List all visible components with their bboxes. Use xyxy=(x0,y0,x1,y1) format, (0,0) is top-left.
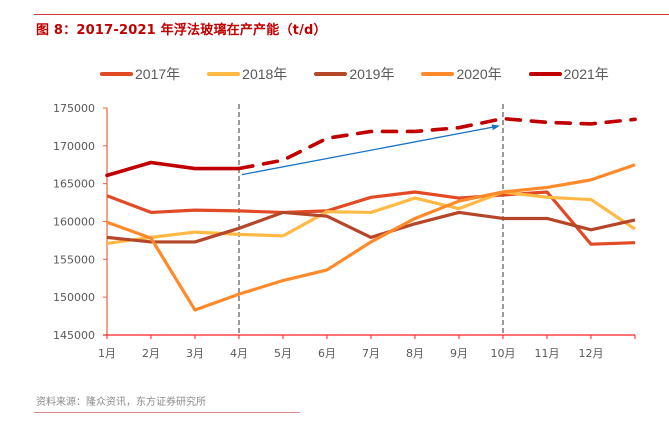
x-tick-label: 9月 xyxy=(450,347,468,360)
x-tick-label: 2月 xyxy=(142,347,160,360)
legend-label-2021: 2021年 xyxy=(563,66,609,82)
legend: 2017年 2018年 2019年 2020年 2021年 xyxy=(100,64,636,84)
legend-item-2020: 2020年 xyxy=(421,64,502,84)
x-tick-label: 6月 xyxy=(318,347,336,360)
y-tick-label: 165000 xyxy=(53,178,95,191)
legend-label-2018: 2018年 xyxy=(242,66,288,82)
x-tick-label: 4月 xyxy=(230,347,248,360)
legend-swatch-2018 xyxy=(207,72,241,76)
legend-label-2017: 2017年 xyxy=(135,66,181,82)
series-line-2021-projected xyxy=(237,116,637,171)
y-tick-label: 145000 xyxy=(53,329,95,342)
y-tick-label: 160000 xyxy=(53,216,95,229)
y-tick-label: 175000 xyxy=(53,102,95,115)
x-tick-label: 3月 xyxy=(186,347,204,360)
legend-item-2021: 2021年 xyxy=(528,64,609,84)
legend-label-2019: 2019年 xyxy=(349,66,395,82)
y-tick-label: 155000 xyxy=(53,253,95,266)
x-tick-label: 5月 xyxy=(274,347,292,360)
legend-swatch-2020 xyxy=(421,72,455,76)
legend-item-2017: 2017年 xyxy=(100,64,180,84)
legend-swatch-2021 xyxy=(528,72,562,76)
x-tick-label: 7月 xyxy=(362,347,380,360)
bottom-rule xyxy=(34,412,300,413)
legend-swatch-2019 xyxy=(314,72,348,76)
x-tick-label: 1月 xyxy=(98,347,116,360)
legend-item-2019: 2019年 xyxy=(314,64,394,84)
legend-swatch-2017 xyxy=(100,72,133,76)
series-line-2021-actual xyxy=(105,160,241,178)
figure-title: 图 8：2017-2021 年浮法玻璃在产产能（t/d） xyxy=(36,23,327,38)
legend-label-2020: 2020年 xyxy=(456,66,502,82)
x-tick-label: 10月 xyxy=(491,347,516,360)
trend-arrow xyxy=(241,124,500,176)
x-tick-label: 11月 xyxy=(535,347,560,360)
x-tick-label: 12月 xyxy=(579,347,604,360)
source-note: 资料来源：隆众资讯，东方证券研究所 xyxy=(36,397,206,408)
y-tick-label: 170000 xyxy=(53,140,95,153)
legend-item-2018: 2018年 xyxy=(207,64,287,84)
x-tick-label: 8月 xyxy=(406,347,424,360)
series-line-2019 xyxy=(106,210,636,244)
top-rule xyxy=(34,14,669,15)
y-tick-label: 150000 xyxy=(53,291,95,304)
